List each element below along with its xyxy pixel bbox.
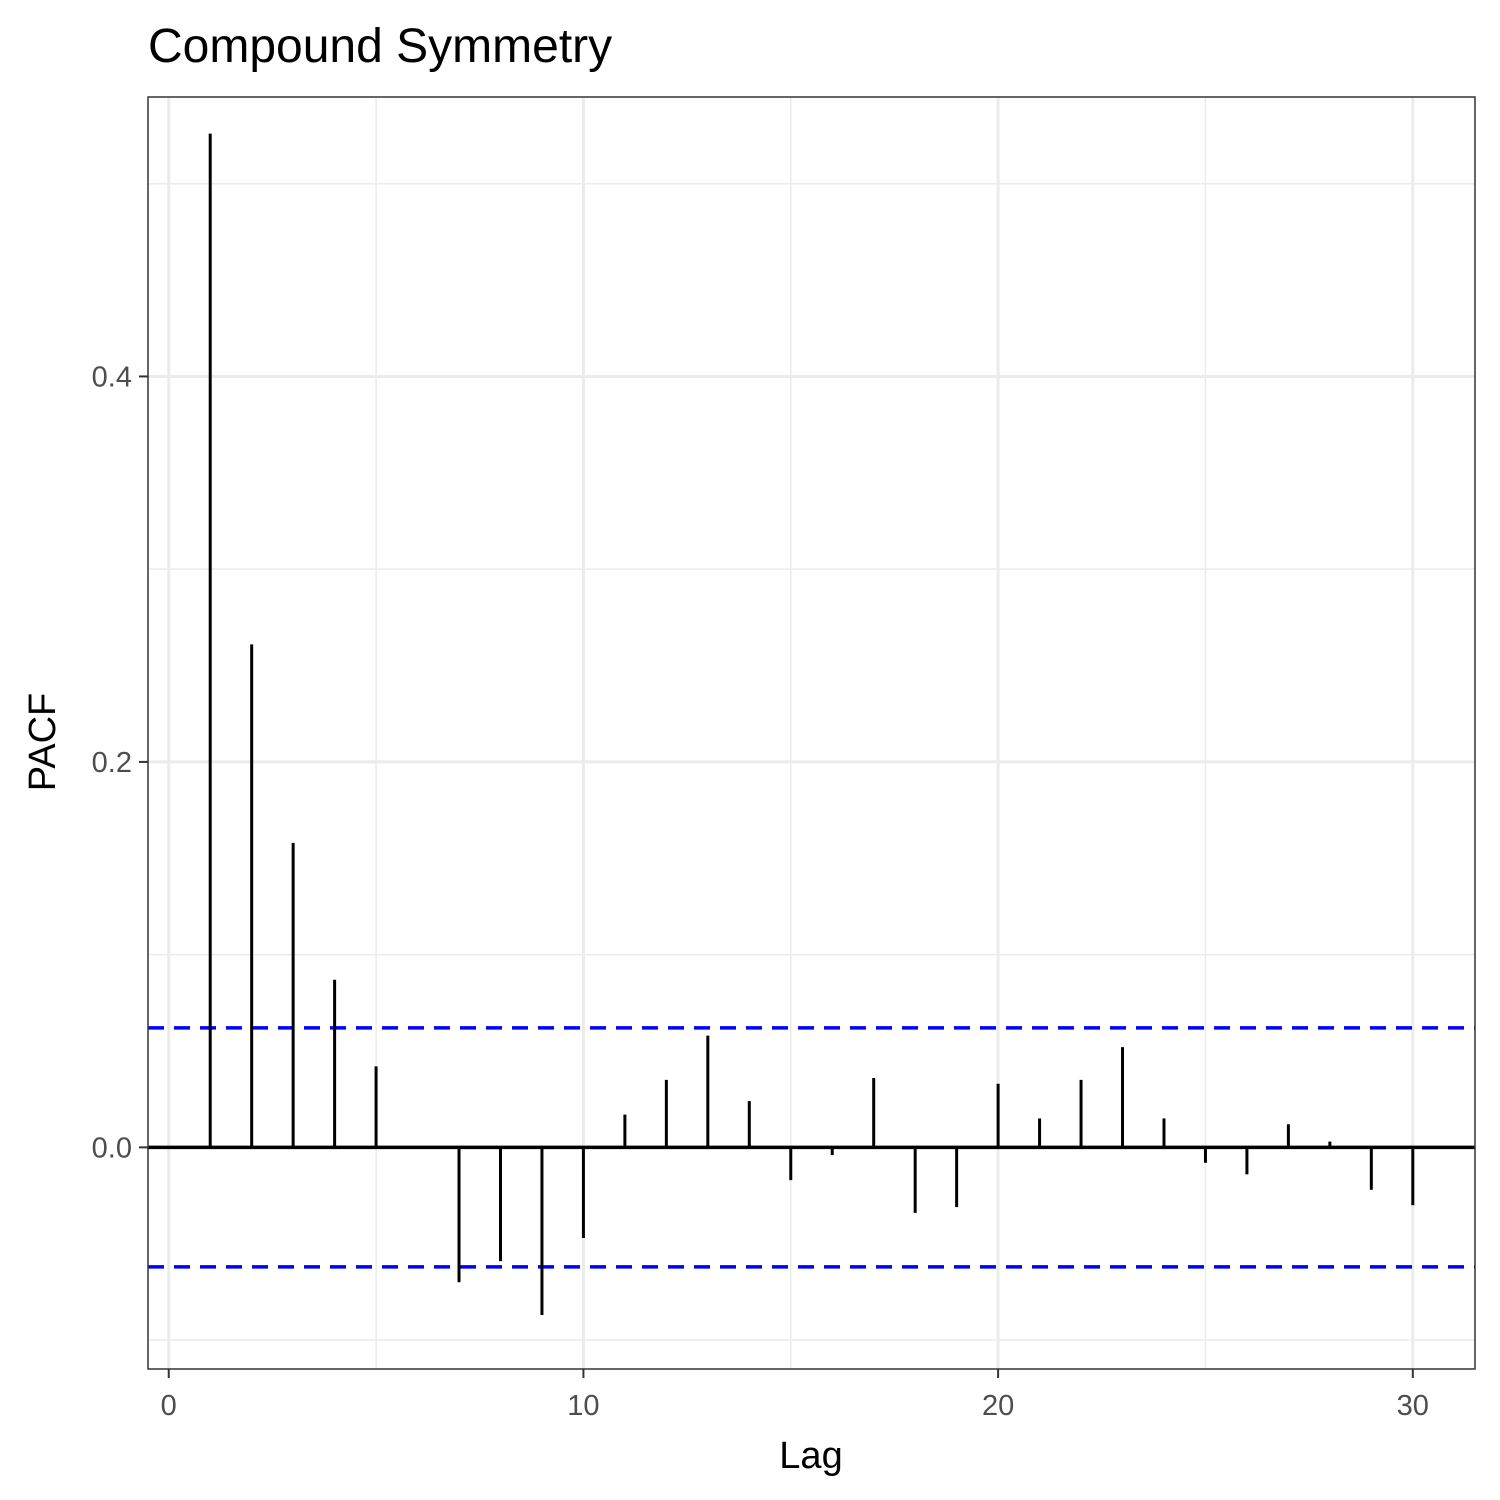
x-tick-label-3: 30 <box>1397 1390 1429 1422</box>
grid-lines <box>148 97 1475 1369</box>
y-tick-label-1: 0.2 <box>92 747 132 779</box>
y-tick-label-2: 0.4 <box>92 361 132 393</box>
panel-border <box>147 96 1476 1370</box>
y-axis: 0.0 0.2 0.4 <box>92 361 148 1164</box>
confidence-bounds <box>148 1026 1475 1269</box>
x-tick-label-1: 10 <box>567 1390 599 1422</box>
x-tick-label-0: 0 <box>161 1390 177 1422</box>
chart-title: Compound Symmetry <box>148 20 612 73</box>
y-tick-label-0: 0.0 <box>92 1132 132 1164</box>
x-axis-title: Lag <box>779 1435 842 1477</box>
pacf-bars <box>208 133 1415 1316</box>
x-tick-label-2: 20 <box>982 1390 1014 1422</box>
x-axis: 0 10 20 30 <box>161 1369 1429 1422</box>
y-axis-title: PACF <box>22 693 64 792</box>
